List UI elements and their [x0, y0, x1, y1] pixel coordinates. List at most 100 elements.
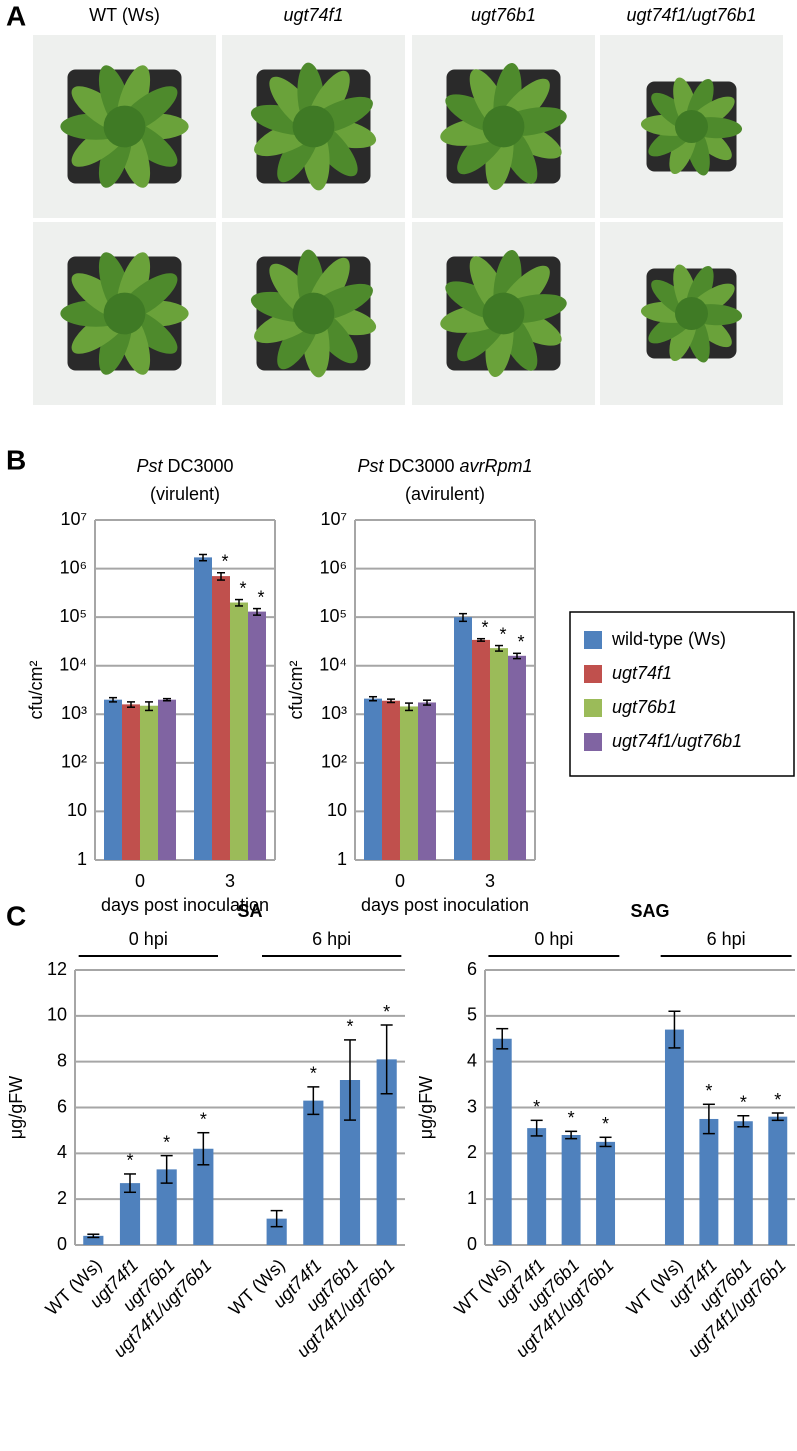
bar — [376, 1059, 397, 1245]
error-bar — [217, 572, 225, 581]
y-tick-label: 0 — [57, 1234, 67, 1254]
bar — [768, 1116, 788, 1245]
bar — [492, 1038, 512, 1245]
rosette-center — [292, 292, 335, 335]
error-bar — [197, 1131, 210, 1166]
y-tick-label: 4 — [467, 1050, 477, 1070]
x-tick-label: 0 — [135, 871, 145, 891]
error-bar — [369, 695, 377, 702]
significance-star: * — [383, 1002, 390, 1022]
significance-star: * — [533, 1097, 540, 1117]
legend-swatch — [584, 733, 602, 751]
significance-star: * — [163, 1132, 170, 1152]
error-bar — [459, 612, 467, 623]
significance-star: * — [310, 1064, 317, 1084]
bar — [418, 702, 436, 860]
bar — [156, 1169, 177, 1245]
bar — [104, 699, 122, 860]
legend-label: ugt74f1/ugt76b1 — [612, 731, 742, 751]
rosette-center — [675, 110, 708, 143]
error-bar — [307, 1086, 320, 1116]
bar — [454, 617, 472, 860]
error-bar — [737, 1115, 750, 1128]
significance-star: * — [705, 1081, 712, 1101]
bar — [119, 1183, 141, 1245]
group-label: 6 hpi — [312, 929, 351, 949]
y-tick-label: 6 — [57, 1096, 67, 1116]
x-tick-label: 3 — [485, 871, 495, 891]
legend-label: wild-type (Ws) — [611, 629, 726, 649]
y-tick-label: 10 — [327, 800, 347, 820]
y-tick-label: 6 — [467, 959, 477, 979]
error-bar — [145, 701, 153, 712]
significance-star: * — [346, 1017, 353, 1037]
error-bar — [668, 1010, 681, 1049]
error-bar — [496, 1027, 509, 1050]
y-tick-label: 10⁴ — [319, 654, 347, 674]
chart-title-part: avrRpm1 — [460, 456, 533, 476]
y-tick-label: 10⁶ — [320, 557, 347, 577]
chart-title: SA — [237, 901, 262, 921]
panel-label: B — [6, 444, 26, 475]
error-bar — [771, 1112, 784, 1122]
chart-title: SAG — [630, 901, 669, 921]
bar — [230, 602, 248, 860]
y-tick-label: 4 — [57, 1142, 67, 1162]
y-axis-label: cfu/cm² — [26, 660, 46, 719]
significance-star: * — [126, 1151, 133, 1171]
y-tick-label: 10³ — [61, 703, 87, 723]
error-bar — [344, 1039, 356, 1121]
x-tick-label: 3 — [225, 871, 235, 891]
photo-column-label: ugt76b1 — [471, 5, 536, 25]
y-tick-label: 10⁷ — [320, 509, 347, 529]
rosette-center — [482, 292, 525, 335]
error-bar — [87, 1233, 100, 1239]
y-tick-label: 1 — [467, 1188, 477, 1208]
significance-star: * — [602, 1114, 609, 1134]
error-bar — [109, 696, 117, 703]
y-tick-label: 8 — [57, 1050, 67, 1070]
bar — [733, 1121, 753, 1245]
significance-star: * — [499, 624, 506, 644]
bar — [83, 1235, 104, 1245]
significance-star: * — [740, 1093, 747, 1113]
error-bar — [199, 553, 207, 562]
error-bar — [270, 1209, 283, 1228]
error-bar — [423, 699, 431, 706]
y-tick-label: 10⁵ — [320, 606, 347, 626]
significance-star: * — [481, 617, 488, 637]
photo-column-label: WT (Ws) — [89, 5, 160, 25]
bar — [508, 655, 526, 860]
legend-swatch — [584, 665, 602, 683]
significance-star: * — [774, 1090, 781, 1110]
bar — [561, 1135, 581, 1245]
chart-title-part: (avirulent) — [405, 484, 485, 504]
y-tick-label: 10 — [67, 800, 87, 820]
y-tick-label: 2 — [467, 1142, 477, 1162]
error-bar — [477, 637, 485, 642]
significance-star: * — [257, 587, 264, 607]
bar — [248, 611, 266, 860]
significance-star: * — [239, 578, 246, 598]
bar — [212, 576, 230, 860]
y-tick-label: 10⁴ — [59, 654, 87, 674]
significance-star: * — [200, 1109, 207, 1129]
y-tick-label: 2 — [57, 1188, 67, 1208]
bar — [193, 1148, 214, 1245]
bar — [266, 1218, 287, 1245]
y-tick-label: 10³ — [321, 703, 347, 723]
rosette-center — [675, 297, 708, 330]
error-bar — [495, 644, 503, 652]
legend-box — [569, 611, 795, 777]
y-tick-label: 3 — [467, 1096, 477, 1116]
rosette-center — [292, 105, 335, 148]
photo-column-label: ugt74f1/ugt76b1 — [626, 5, 756, 25]
x-tick-label: 0 — [395, 871, 405, 891]
error-bar — [235, 598, 243, 607]
bar — [382, 700, 400, 860]
error-bar — [702, 1103, 715, 1135]
error-bar — [124, 1173, 136, 1194]
error-bar — [127, 701, 135, 708]
bar — [303, 1100, 324, 1245]
